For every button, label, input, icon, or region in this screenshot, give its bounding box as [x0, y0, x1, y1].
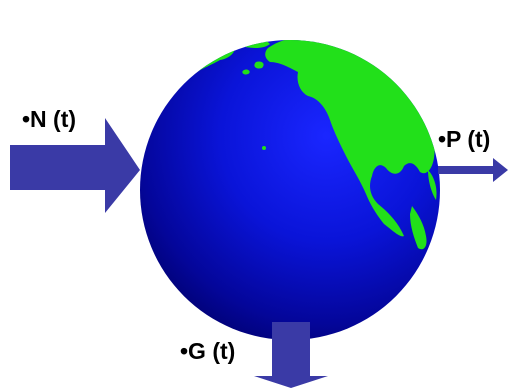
label-n-of-t: •N (t) [22, 106, 77, 132]
label-g-of-t: •G (t) [180, 338, 236, 364]
outgoing-arrow-icon [438, 158, 508, 182]
earth-globe-icon [140, 40, 440, 340]
incoming-arrow-icon [10, 118, 140, 213]
downward-arrow-icon [254, 322, 328, 388]
label-p-of-t: •P (t) [438, 126, 491, 152]
